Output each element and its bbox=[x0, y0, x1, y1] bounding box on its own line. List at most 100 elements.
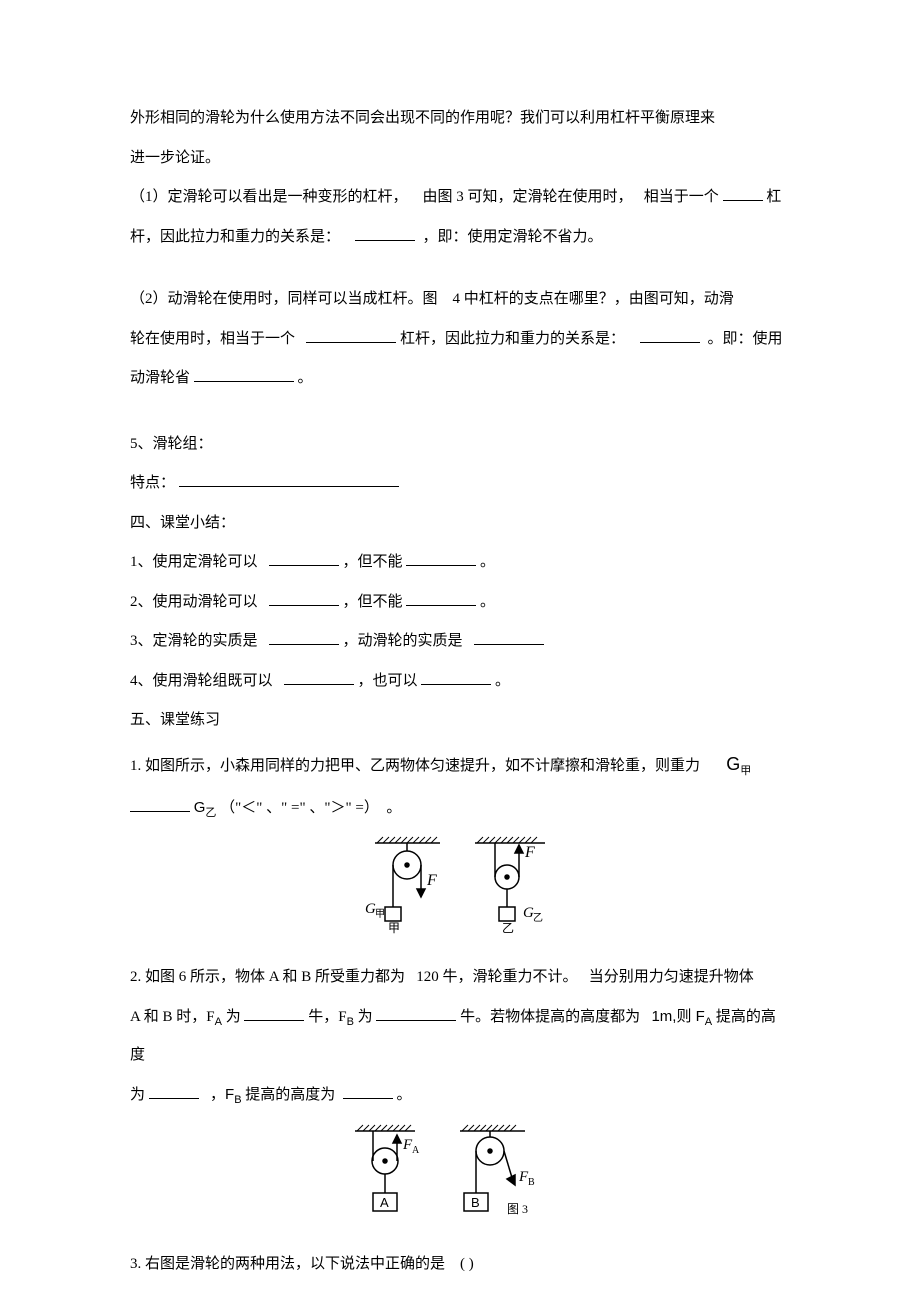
svg-text:A: A bbox=[380, 1195, 389, 1210]
p1d: 杠 bbox=[766, 189, 781, 205]
section4-heading: 四、课堂小结： bbox=[130, 505, 790, 543]
ex2c: 当分别用力匀速提升物体 bbox=[589, 969, 754, 985]
ex2a: 2. 如图 6 所示，物体 A 和 B 所受重力都为 bbox=[130, 969, 405, 985]
blank[interactable] bbox=[421, 671, 491, 685]
blank[interactable] bbox=[179, 473, 399, 487]
blank[interactable] bbox=[355, 227, 415, 241]
p2a: （2）动滑轮在使用时，同样可以当成杠杆。图 bbox=[130, 291, 438, 307]
svg-text:A: A bbox=[412, 1145, 420, 1156]
section5-line: 特点： bbox=[130, 465, 790, 503]
para1-line2: 杆，因此拉力和重力的关系是： ，即：使用定滑轮不省力。 bbox=[130, 219, 790, 257]
intro-line-1: 外形相同的滑轮为什么使用方法不同会出现不同的作用呢？我们可以利用杠杆平衡原理来 bbox=[130, 100, 790, 138]
ex1-gsub2: 乙 bbox=[205, 807, 216, 819]
ex1-line2: G乙 （"＜" 、" =" 、"＞" =） 。 bbox=[130, 789, 790, 828]
p2f: 动滑轮省 bbox=[130, 370, 190, 386]
sum-1c: 。 bbox=[480, 554, 495, 570]
ex2k: 为 bbox=[130, 1087, 145, 1103]
sum-4c: 。 bbox=[495, 673, 510, 689]
ex2subb: B bbox=[347, 1016, 354, 1028]
svg-text:甲: 甲 bbox=[388, 921, 400, 935]
blank[interactable] bbox=[149, 1085, 199, 1099]
ex2l: ，F bbox=[210, 1086, 234, 1103]
p1e: 杆，因此拉力和重力的关系是： bbox=[130, 229, 340, 245]
figure-1: F F G 甲 G 乙 甲 乙 bbox=[130, 835, 790, 951]
ex2h: 牛。若物体提高的高度都为 bbox=[460, 1009, 640, 1025]
sum-3b: ，动滑轮的实质是 bbox=[343, 633, 463, 649]
svg-text:图 3: 图 3 bbox=[507, 1202, 528, 1216]
intro-line-2: 进一步论证。 bbox=[130, 140, 790, 178]
svg-text:B: B bbox=[471, 1195, 480, 1210]
p2b: 4 中杠杆的支点在哪里？，由图可知，动滑 bbox=[453, 291, 734, 307]
figure-2: F A F B A B 图 3 bbox=[130, 1123, 790, 1239]
ex1a: 1. 如图所示，小森用同样的力把甲、乙两物体匀速提升，如不计摩擦和滑轮重，则重力 bbox=[130, 758, 700, 774]
ex2g: 为 bbox=[358, 1009, 373, 1025]
ex2-line3: 为 ，FB 提高的高度为 。 bbox=[130, 1076, 790, 1115]
blank[interactable] bbox=[269, 592, 339, 606]
p1c: 相当于一个 bbox=[644, 189, 719, 205]
ex3a: 3. 右图是滑轮的两种用法，以下说法中正确的是 bbox=[130, 1256, 445, 1272]
ex2suba: A bbox=[215, 1016, 222, 1028]
p2c: 轮在使用时，相当于一个 bbox=[130, 331, 295, 347]
blank[interactable] bbox=[474, 631, 544, 645]
blank[interactable] bbox=[284, 671, 354, 685]
para2-line3: 动滑轮省 。 bbox=[130, 360, 790, 398]
p1a: （1）定滑轮可以看出是一种变形的杠杆， bbox=[130, 189, 408, 205]
svg-text:F: F bbox=[426, 872, 437, 889]
pulley-diagram-1-icon: F F G 甲 G 乙 甲 乙 bbox=[355, 835, 565, 935]
summary-2: 2、使用动滑轮可以 ，但不能 。 bbox=[130, 584, 790, 622]
section5-title: 5、滑轮组： bbox=[130, 426, 790, 464]
blank[interactable] bbox=[194, 368, 294, 382]
ex2-line2: A 和 B 时，FA 为 牛，FB 为 牛。若物体提高的高度都为 1m,则 FA… bbox=[130, 998, 790, 1074]
blank[interactable] bbox=[269, 631, 339, 645]
blank[interactable] bbox=[343, 1085, 393, 1099]
sum-2b: ，但不能 bbox=[343, 594, 403, 610]
ex3-line: 3. 右图是滑轮的两种用法，以下说法中正确的是 ( ) bbox=[130, 1246, 790, 1284]
blank[interactable] bbox=[130, 798, 190, 812]
ex1-line1: 1. 如图所示，小森用同样的力把甲、乙两物体匀速提升，如不计摩擦和滑轮重，则重力… bbox=[130, 742, 790, 787]
summary-4: 4、使用滑轮组既可以 ，也可以 。 bbox=[130, 663, 790, 701]
ex1c: （"＜" 、" =" 、"＞" =） bbox=[220, 800, 379, 816]
s5-label: 特点： bbox=[130, 475, 175, 491]
blank[interactable] bbox=[376, 1007, 456, 1021]
blank[interactable] bbox=[406, 592, 476, 606]
blank[interactable] bbox=[406, 552, 476, 566]
ex1-g: G bbox=[726, 754, 740, 774]
ex2d: A 和 B 时，F bbox=[130, 1009, 215, 1025]
sum-2c: 。 bbox=[480, 594, 495, 610]
blank[interactable] bbox=[640, 329, 700, 343]
ex2f: 牛，F bbox=[308, 1009, 346, 1025]
ex2-line1: 2. 如图 6 所示，物体 A 和 B 所受重力都为 120 牛，滑轮重力不计。… bbox=[130, 959, 790, 997]
blank[interactable] bbox=[723, 187, 763, 201]
p2e: 。即：使用 bbox=[708, 331, 783, 347]
sum-4a: 4、使用滑轮组既可以 bbox=[130, 673, 273, 689]
svg-text:乙: 乙 bbox=[533, 912, 543, 924]
svg-text:甲: 甲 bbox=[375, 909, 385, 920]
ex2n: 。 bbox=[397, 1087, 412, 1103]
blank[interactable] bbox=[269, 552, 339, 566]
section5-heading: 五、课堂练习 bbox=[130, 702, 790, 740]
ex2subb2: B bbox=[234, 1094, 241, 1106]
ex2e: 为 bbox=[226, 1009, 241, 1025]
ex1d: 。 bbox=[386, 800, 401, 816]
sum-1b: ，但不能 bbox=[343, 554, 403, 570]
ex2suba2: A bbox=[705, 1016, 712, 1028]
ex2m: 提高的高度为 bbox=[245, 1087, 335, 1103]
blank[interactable] bbox=[244, 1007, 304, 1021]
p2d: 杠杆，因此拉力和重力的关系是： bbox=[400, 331, 625, 347]
p2g: 。 bbox=[298, 370, 313, 386]
blank[interactable] bbox=[306, 329, 396, 343]
svg-text:B: B bbox=[528, 1177, 535, 1188]
svg-text:乙: 乙 bbox=[502, 921, 514, 935]
sum-3a: 3、定滑轮的实质是 bbox=[130, 633, 258, 649]
p1b: 由图 3 可知，定滑轮在使用时， bbox=[423, 189, 633, 205]
para2-line2: 轮在使用时，相当于一个 杠杆，因此拉力和重力的关系是： 。即：使用 bbox=[130, 321, 790, 359]
ex3b: ( ) bbox=[460, 1256, 474, 1272]
summary-3: 3、定滑轮的实质是 ，动滑轮的实质是 bbox=[130, 623, 790, 661]
summary-1: 1、使用定滑轮可以 ，但不能 。 bbox=[130, 544, 790, 582]
svg-text:F: F bbox=[524, 844, 535, 861]
sum-1a: 1、使用定滑轮可以 bbox=[130, 554, 258, 570]
para1-line1: （1）定滑轮可以看出是一种变形的杠杆， 由图 3 可知，定滑轮在使用时， 相当于… bbox=[130, 179, 790, 217]
p1f: ，即：使用定滑轮不省力。 bbox=[423, 229, 603, 245]
ex1b: G bbox=[194, 799, 206, 816]
pulley-diagram-2-icon: F A F B A B 图 3 bbox=[335, 1123, 585, 1223]
